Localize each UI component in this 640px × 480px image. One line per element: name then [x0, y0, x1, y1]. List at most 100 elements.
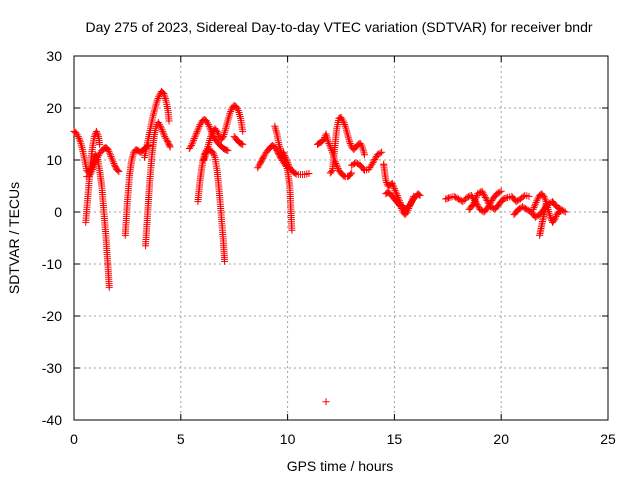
- data-point: [194, 126, 202, 134]
- data-point: [557, 207, 565, 215]
- data-point: [165, 117, 173, 125]
- data-point: [531, 200, 539, 208]
- data-point: [493, 190, 501, 198]
- data-point: [485, 200, 493, 208]
- data-point: [403, 208, 411, 216]
- data-point: [161, 95, 169, 103]
- data-point: [469, 200, 477, 208]
- x-tick-label: 10: [280, 431, 296, 447]
- data-point: [530, 204, 538, 212]
- data-point: [233, 105, 241, 113]
- data-point: [521, 205, 529, 213]
- data-point: [481, 193, 489, 201]
- data-point: [409, 194, 417, 202]
- data-point: [542, 200, 550, 208]
- y-tick-label: -20: [42, 308, 62, 324]
- y-tick-label: -10: [42, 256, 62, 272]
- data-point: [481, 192, 489, 200]
- data-point: [497, 187, 505, 195]
- data-point: [556, 207, 564, 215]
- data-point: [529, 205, 537, 213]
- data-point: [370, 157, 378, 165]
- data-point: [91, 159, 99, 167]
- data-point: [207, 131, 215, 139]
- data-point: [205, 121, 213, 129]
- data-point: [499, 195, 507, 203]
- data-point: [227, 107, 235, 115]
- data-point: [454, 195, 462, 203]
- y-tick-label: 10: [46, 152, 62, 168]
- data-point: [501, 194, 509, 202]
- data-point: [524, 206, 532, 214]
- data-point: [346, 140, 354, 148]
- data-point: [378, 148, 386, 156]
- y-tick-label: 30: [46, 48, 62, 64]
- data-point: [514, 205, 522, 213]
- data-point: [221, 257, 229, 265]
- data-point: [496, 188, 504, 196]
- data-point: [532, 198, 540, 206]
- data-point: [531, 202, 539, 210]
- x-tick-label: 25: [600, 431, 616, 447]
- data-point: [352, 159, 360, 167]
- x-tick-label: 5: [177, 431, 185, 447]
- data-point: [373, 151, 381, 159]
- data-point: [104, 146, 112, 154]
- data-point: [93, 153, 101, 161]
- data-point: [550, 217, 558, 225]
- data-point: [207, 133, 215, 141]
- data-point: [472, 193, 480, 201]
- data-point: [452, 193, 460, 201]
- data-point: [189, 138, 197, 146]
- x-tick-label: 15: [387, 431, 403, 447]
- data-point: [114, 166, 122, 174]
- data-point: [376, 149, 384, 157]
- data-point: [305, 170, 313, 178]
- data-point: [546, 213, 554, 221]
- data-point: [191, 133, 199, 141]
- data-point: [408, 196, 416, 204]
- data-point: [479, 189, 487, 197]
- data-point: [190, 135, 198, 143]
- data-point: [159, 129, 167, 137]
- data-point: [227, 106, 235, 114]
- data-point: [325, 140, 333, 148]
- axis-ticks: 0 5 10 15 20 25 -40 -30 -20 -10 0 10 20 30: [42, 48, 616, 447]
- data-point: [347, 141, 355, 149]
- data-point: [398, 205, 406, 213]
- data-point: [206, 124, 214, 132]
- data-point: [166, 142, 174, 150]
- data-point: [388, 179, 396, 187]
- data-point: [356, 139, 364, 147]
- data-point: [341, 120, 349, 128]
- data-point: [371, 155, 379, 163]
- data-point: [407, 199, 415, 207]
- data-point: [346, 138, 354, 146]
- data-point: [561, 208, 569, 216]
- data-point: [160, 131, 168, 139]
- data-point: [483, 197, 491, 205]
- data-point: [397, 203, 405, 211]
- data-point: [327, 168, 335, 176]
- data-point: [468, 202, 476, 209]
- data-point: [520, 204, 528, 212]
- data-point: [160, 89, 168, 97]
- x-tick-label: 0: [70, 431, 78, 447]
- data-point: [190, 136, 198, 144]
- data-point: [390, 183, 398, 191]
- data-point: [519, 203, 527, 211]
- data-point: [281, 152, 289, 160]
- data-point: [534, 195, 542, 203]
- data-point: [396, 202, 404, 209]
- data-point: [284, 160, 292, 168]
- data-point: [531, 213, 539, 221]
- data-point: [255, 162, 263, 170]
- data-point: [333, 163, 341, 171]
- data-point: [389, 181, 397, 189]
- y-tick-label: 0: [54, 204, 62, 220]
- data-point: [187, 141, 195, 149]
- data-point: [282, 155, 290, 163]
- data-point: [375, 150, 383, 158]
- data-point: [272, 145, 280, 153]
